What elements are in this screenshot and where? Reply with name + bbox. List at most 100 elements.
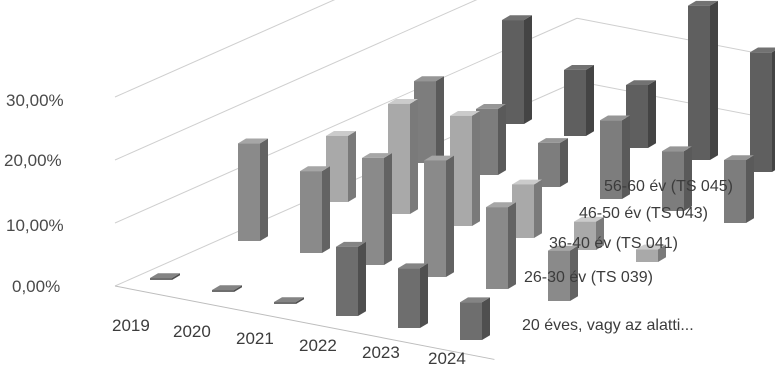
bar-side <box>508 202 516 289</box>
bar-side <box>296 297 304 304</box>
bar-side <box>560 138 568 187</box>
bar-side <box>410 98 418 214</box>
bar <box>636 244 666 262</box>
x-tick-label: 2019 <box>112 316 150 335</box>
x-tick-label: 2023 <box>362 343 400 362</box>
bars-layer <box>150 0 775 340</box>
bar-top <box>502 15 532 21</box>
bar-front <box>450 115 472 226</box>
bar-front <box>274 302 296 304</box>
bar <box>564 65 594 136</box>
bar-side <box>260 138 268 241</box>
y-tick-label: 10,00% <box>6 216 64 235</box>
bar-side <box>172 273 180 280</box>
bar <box>538 138 568 187</box>
bar-side <box>436 76 444 163</box>
bar <box>274 297 304 304</box>
bar-top <box>212 285 242 290</box>
gridline <box>114 0 478 161</box>
bar <box>626 80 656 148</box>
bar <box>502 15 532 124</box>
bar-side <box>622 115 630 199</box>
bar-front <box>688 5 710 161</box>
bar-side <box>534 179 542 238</box>
bar-front <box>548 250 570 301</box>
bar-side <box>234 285 242 292</box>
bar-side <box>596 216 604 250</box>
bar <box>398 263 428 328</box>
series-label: 26-30 év (TS 039) <box>524 269 653 286</box>
bar <box>388 98 418 214</box>
bar-side <box>772 50 775 172</box>
bar-side <box>322 166 330 253</box>
bar-top <box>750 47 775 53</box>
bar <box>750 47 775 172</box>
bar-front <box>238 143 260 241</box>
bar-front <box>388 103 410 214</box>
bar <box>688 0 718 161</box>
bar-front <box>414 81 436 163</box>
y-tick-label: 30,00% <box>6 91 64 110</box>
bar-top <box>538 138 568 143</box>
bar-side <box>498 104 506 175</box>
bar-top <box>476 104 506 109</box>
bar-top <box>238 138 268 144</box>
bar <box>600 115 630 199</box>
bar <box>212 285 242 292</box>
bar <box>450 110 480 226</box>
bar-front <box>476 108 498 175</box>
bar <box>326 131 356 202</box>
labels-layer: 30,00% 20,00% 10,00% 0,00% 2019 2020 202… <box>4 91 733 368</box>
bar-top <box>512 179 542 185</box>
bar-top <box>398 263 428 269</box>
bar-top <box>724 155 754 160</box>
bar-top <box>414 76 444 82</box>
bar-front <box>574 221 596 250</box>
bar-front <box>538 142 560 187</box>
bar-front <box>336 246 358 316</box>
x-tick-label: 2022 <box>299 336 337 355</box>
bar-front <box>362 157 384 265</box>
bar <box>150 273 180 280</box>
bar <box>424 155 454 277</box>
bar <box>662 146 692 211</box>
bar-front <box>460 302 482 340</box>
x-tick-label: 2020 <box>173 322 211 341</box>
series-label: 20 éves, vagy az alatti... <box>522 317 694 334</box>
bar-top <box>688 0 718 6</box>
bar-top <box>450 110 480 116</box>
bar <box>476 104 506 175</box>
bar-side <box>524 15 532 124</box>
bar-front <box>424 160 446 277</box>
bar-front <box>212 290 234 292</box>
bar <box>238 138 268 241</box>
bar-top <box>362 153 392 158</box>
bar-front <box>636 249 658 262</box>
bar-top <box>460 297 490 303</box>
bar-top <box>548 245 578 251</box>
bar-front <box>502 20 524 124</box>
bar-side <box>358 241 366 316</box>
gridline <box>114 17 578 224</box>
bar-front <box>398 268 420 328</box>
bar-top <box>388 98 418 104</box>
bar <box>724 155 754 223</box>
bar-front <box>150 278 172 280</box>
bar-top <box>274 297 304 302</box>
series-label: 46-50 év (TS 043) <box>579 205 708 222</box>
bar-top <box>150 273 180 278</box>
bar-side <box>684 146 692 211</box>
bar-top <box>662 146 692 152</box>
bar-top <box>574 216 604 222</box>
bar-side <box>710 0 718 160</box>
x-tick-label: 2021 <box>236 329 274 348</box>
bar <box>414 76 444 163</box>
bar-side <box>420 263 428 328</box>
x-tick-label: 2024 <box>428 349 466 368</box>
bar-side <box>658 244 666 262</box>
y-tick-label: 0,00% <box>12 277 60 296</box>
bar-top <box>636 244 666 250</box>
bar <box>362 153 392 265</box>
